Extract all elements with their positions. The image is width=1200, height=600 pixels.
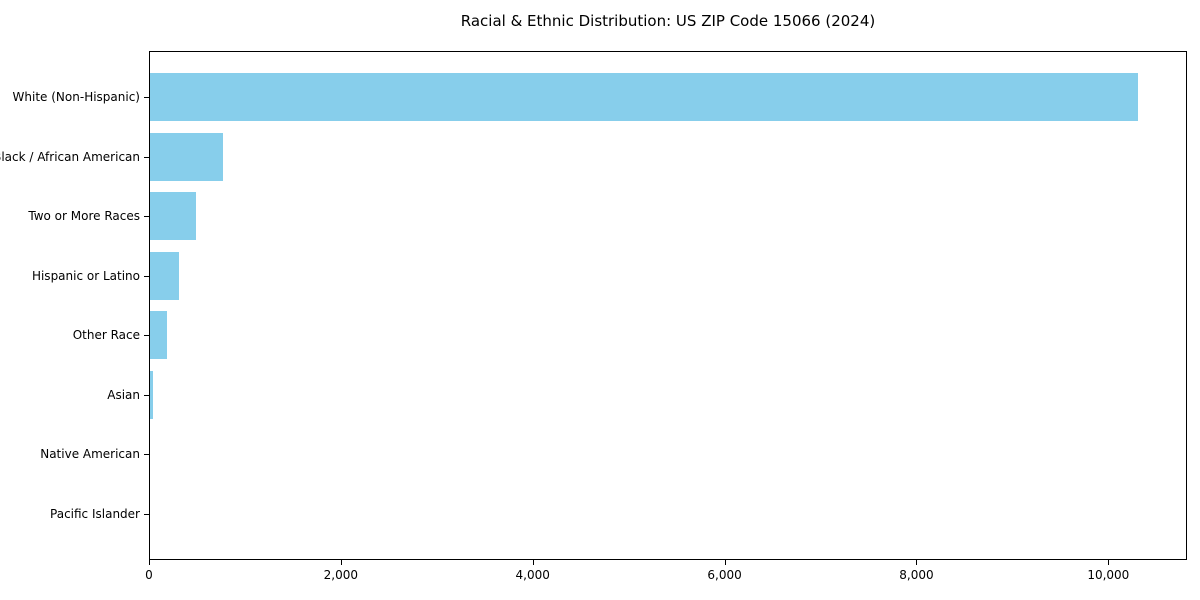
bar	[150, 311, 168, 360]
x-tick-label: 0	[145, 568, 153, 582]
x-tick-label: 8,000	[899, 568, 934, 582]
y-tick	[144, 335, 149, 337]
bar	[150, 192, 197, 241]
y-tick-label: Other Race	[72, 328, 140, 343]
y-tick-label: Native American	[40, 447, 140, 462]
y-tick	[144, 97, 149, 98]
x-tick	[724, 560, 726, 565]
bar	[150, 132, 223, 181]
x-tick	[916, 560, 918, 565]
y-tick	[144, 514, 149, 515]
x-tick	[1108, 560, 1110, 565]
plot-area	[149, 51, 1187, 560]
y-tick-label: White (Non-Hispanic)	[12, 90, 140, 104]
x-tick-label: 10,000	[1087, 568, 1130, 582]
bar	[150, 370, 153, 419]
chart-title: Racial & Ethnic Distribution: US ZIP Cod…	[460, 12, 876, 30]
y-tick-label: Asian	[107, 387, 140, 402]
x-tick	[532, 560, 534, 565]
y-tick	[144, 454, 149, 456]
y-tick-label: Two or More Races	[28, 209, 140, 224]
y-tick	[144, 156, 149, 158]
x-tick-label: 6,000	[707, 568, 742, 582]
y-tick	[144, 394, 149, 396]
bar	[150, 73, 1139, 121]
x-tick-label: 2,000	[323, 568, 359, 582]
y-tick	[144, 216, 149, 218]
x-tick	[340, 560, 342, 565]
y-tick	[144, 275, 149, 277]
x-tick-label: 4,000	[515, 568, 550, 582]
bar	[150, 251, 179, 300]
y-tick-label: Hispanic or Latino	[31, 268, 140, 283]
y-tick-label: Pacific Islander	[50, 507, 140, 521]
x-tick	[149, 560, 150, 565]
y-tick-label: Black / African American	[0, 149, 140, 164]
